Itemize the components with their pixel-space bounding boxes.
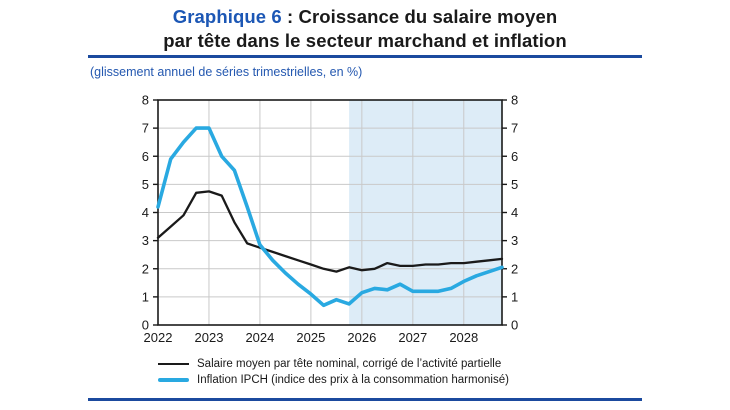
y-axis-label-right: 1	[511, 289, 518, 304]
y-axis-label-right: 0	[511, 318, 518, 333]
y-axis-label-right: 3	[511, 233, 518, 248]
y-axis-label-left: 7	[142, 121, 149, 136]
y-axis-label-right: 7	[511, 121, 518, 136]
title-line-2: par tête dans le secteur marchand et inf…	[163, 30, 567, 51]
y-axis-label-left: 3	[142, 233, 149, 248]
x-axis-label: 2026	[347, 330, 376, 345]
title-line-1: Graphique 6 : Croissance du salaire moye…	[88, 5, 642, 29]
x-axis-label: 2027	[398, 330, 427, 345]
title-text: : Croissance du salaire moyen	[281, 6, 558, 27]
y-axis-label-right: 8	[511, 93, 518, 108]
inflation-series-line	[156, 126, 504, 308]
wage-series-line	[156, 190, 504, 273]
y-axis-label-left: 5	[142, 177, 149, 192]
y-axis-label-left: 4	[142, 205, 149, 220]
y-axis-label-right: 2	[511, 261, 518, 276]
legend-label-inflation: Inflation IPCH (indice des prix à la con…	[197, 374, 509, 386]
x-axis-label: 2024	[245, 330, 274, 345]
y-axis-label-left: 6	[142, 149, 149, 164]
y-axis-label-left: 1	[142, 289, 149, 304]
x-axis-label: 2023	[195, 330, 224, 345]
title-divider	[88, 55, 642, 58]
y-axis-label-left: 0	[142, 318, 149, 333]
y-axis-label-left: 2	[142, 261, 149, 276]
y-axis-label-left: 8	[142, 93, 149, 108]
y-axis-label-right: 6	[511, 149, 518, 164]
inflation-line-swatch-icon	[158, 378, 189, 382]
chart-legend: Salaire moyen par tête nominal, corrigé …	[158, 356, 509, 388]
chart-subtitle: (glissement annuel de séries trimestriel…	[90, 65, 363, 79]
x-axis-label: 2028	[449, 330, 478, 345]
bottom-divider	[88, 398, 642, 401]
legend-item-inflation: Inflation IPCH (indice des prix à la con…	[158, 372, 509, 388]
page-title: Graphique 6 : Croissance du salaire moye…	[88, 5, 642, 53]
legend-label-salaire: Salaire moyen par tête nominal, corrigé …	[197, 358, 502, 370]
x-axis-label: 2022	[144, 330, 173, 345]
legend-item-salaire: Salaire moyen par tête nominal, corrigé …	[158, 356, 509, 372]
chart-number: Graphique 6	[172, 6, 282, 27]
line-chart: 0 0 1 1 2 2 3 3 4 4 5 5 6 6 7 7 8 8 2022 2023 2024 2025 2026 20…	[142, 93, 518, 346]
wage-line-swatch-icon	[158, 363, 189, 365]
x-axis-label: 2025	[296, 330, 325, 345]
y-axis-label-right: 4	[511, 205, 518, 220]
y-axis-label-right: 5	[511, 177, 518, 192]
